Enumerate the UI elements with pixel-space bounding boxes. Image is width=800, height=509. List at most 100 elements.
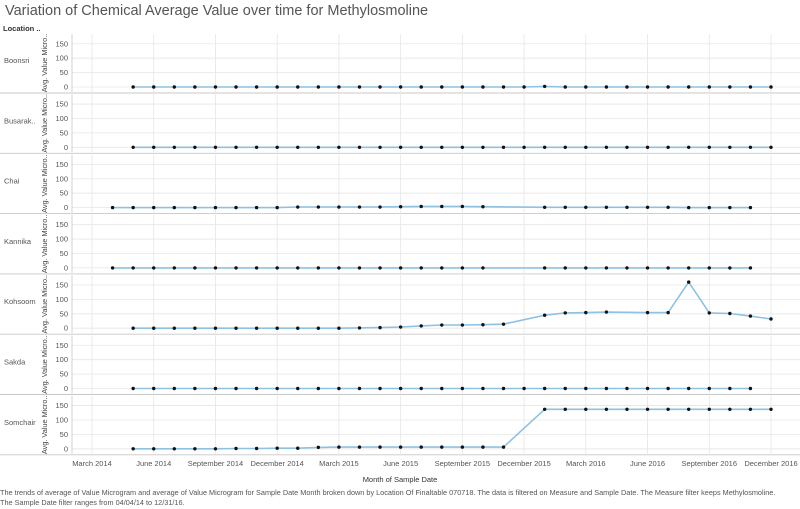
data-point [604, 205, 609, 210]
y-tick-label: 50 [60, 68, 68, 77]
y-tick-label: 150 [55, 100, 68, 109]
data-point [440, 323, 444, 327]
data-point [254, 145, 259, 149]
data-point [501, 85, 506, 89]
data-point [213, 326, 218, 330]
data-point [666, 266, 670, 270]
row-label: Busarak.. [4, 116, 36, 125]
data-point [666, 145, 670, 149]
panels: 0 50 100 150 Boonsri Avg. Value Micro.. 0 50 100… [0, 34, 800, 456]
data-point [419, 324, 423, 328]
x-axis-title: Month of Sample Date [363, 475, 438, 484]
data-point [748, 407, 753, 412]
data-point [707, 145, 711, 149]
panel-busarak: 0 50 100 150 Busarak.. Avg. Value Micro.. [0, 94, 800, 154]
x-tick-label: March 2016 [566, 459, 606, 468]
data-point [296, 145, 300, 149]
x-tick-label: December 2015 [497, 459, 550, 468]
data-point [460, 266, 465, 270]
y-tick-label: 150 [55, 280, 68, 289]
data-point [378, 205, 382, 209]
data-point [398, 325, 403, 329]
y-tick-label: 100 [55, 54, 68, 63]
row-label: Kannika [4, 237, 32, 246]
y-tick-label: 100 [55, 295, 68, 304]
data-point [625, 407, 629, 412]
data-point [707, 407, 711, 412]
series-line [133, 280, 772, 330]
data-point [542, 205, 547, 210]
data-point [542, 145, 547, 149]
data-point [296, 386, 300, 391]
data-point [728, 386, 732, 391]
data-point [337, 386, 341, 391]
data-point [172, 205, 177, 210]
data-point [110, 205, 115, 210]
row-label: Sakda [4, 358, 26, 367]
data-point [193, 145, 197, 149]
data-point [501, 322, 506, 326]
x-tick-label: March 2015 [319, 459, 359, 468]
y-tick-label: 100 [55, 114, 68, 123]
data-point [275, 326, 279, 330]
x-tick-label: September 2014 [188, 459, 243, 468]
series-line [133, 85, 771, 88]
data-point [357, 145, 362, 149]
data-point [172, 447, 177, 451]
data-point [542, 386, 547, 391]
data-point [563, 386, 567, 391]
data-point [398, 205, 403, 209]
data-point [172, 85, 177, 89]
data-point [604, 266, 609, 270]
data-point [460, 145, 465, 149]
data-point [172, 145, 177, 149]
y-axis-title: Avg. Value Micro.. [40, 215, 49, 274]
data-point [666, 85, 670, 89]
data-point [152, 326, 156, 330]
data-point [296, 446, 300, 450]
data-point [357, 445, 362, 449]
data-point [131, 447, 135, 451]
data-point [748, 266, 753, 270]
data-point [728, 407, 732, 412]
data-point [769, 407, 773, 412]
y-tick-label: 150 [55, 220, 68, 229]
data-point [748, 85, 753, 89]
data-point [234, 326, 238, 330]
panel-kohsoom: 0 50 100 150 Kohsoom Avg. Value Micro.. [0, 275, 800, 335]
y-axis-title: Avg. Value Micro.. [40, 94, 49, 153]
data-point [604, 85, 609, 89]
x-axis: March 2014 June 2014 September 2014 Decembe… [72, 459, 797, 468]
data-point [337, 326, 341, 330]
data-point [728, 145, 732, 149]
data-point [152, 85, 156, 89]
x-tick-label: December 2014 [250, 459, 303, 468]
data-point [234, 386, 238, 391]
data-point [645, 145, 650, 149]
data-point [563, 145, 567, 149]
data-point [625, 145, 629, 149]
data-point [666, 310, 670, 315]
data-point [316, 386, 321, 391]
data-point [316, 85, 321, 89]
data-point [213, 386, 218, 391]
data-point [419, 445, 423, 449]
data-point [254, 446, 259, 451]
panel-kannika: 0 50 100 150 Kannika Avg. Value Micro.. [0, 215, 800, 275]
data-point [563, 205, 567, 210]
data-point [686, 386, 691, 391]
panel-boonsri: 0 50 100 150 Boonsri Avg. Value Micro.. [0, 34, 800, 94]
data-point [440, 445, 444, 449]
data-point [481, 145, 485, 149]
data-point [604, 310, 609, 314]
data-point [193, 266, 197, 270]
data-point [419, 85, 423, 89]
data-point [316, 445, 321, 450]
data-point [337, 205, 341, 209]
data-point [707, 85, 711, 89]
data-point [584, 85, 588, 89]
data-point [213, 145, 218, 149]
data-point [398, 85, 403, 89]
data-point [542, 313, 547, 317]
